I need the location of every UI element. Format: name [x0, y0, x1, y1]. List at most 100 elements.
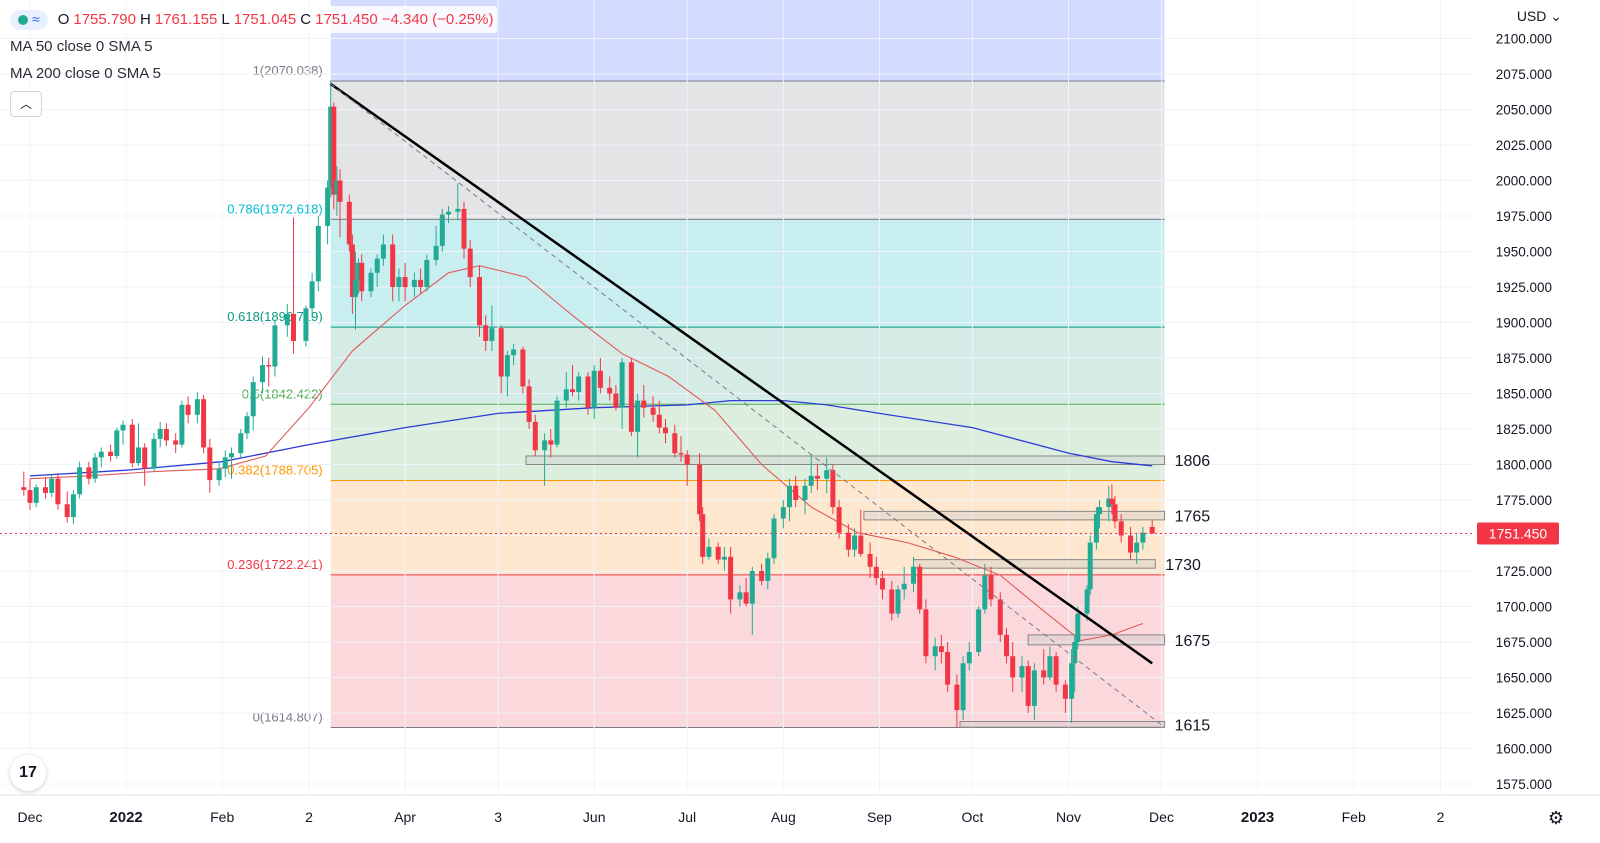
- candle: [92, 453, 98, 483]
- candle: [697, 453, 703, 522]
- candle: [824, 457, 830, 493]
- symbol-status-pill[interactable]: ≈: [10, 9, 48, 30]
- candle-body: [678, 453, 684, 455]
- zone-label: 1675: [1175, 633, 1211, 650]
- candle-body: [923, 609, 929, 657]
- candle: [650, 396, 656, 422]
- candle-body: [325, 187, 331, 226]
- candle-body: [194, 399, 200, 415]
- candle-body: [142, 447, 148, 469]
- candle-body: [331, 106, 337, 195]
- candle: [331, 102, 337, 209]
- candle-body: [328, 106, 334, 188]
- high-label: H: [139, 11, 151, 28]
- candle-body: [663, 427, 668, 434]
- candle: [1019, 656, 1025, 692]
- candle-body: [911, 566, 916, 584]
- candle-body: [504, 355, 510, 377]
- candle: [108, 444, 114, 462]
- candle: [136, 423, 141, 466]
- last-price-label: 1751.450: [1489, 525, 1548, 541]
- zone-box: [525, 455, 1166, 466]
- candle-body: [1031, 670, 1037, 706]
- x-tick-label: Nov: [1056, 809, 1081, 825]
- candle-body: [1069, 663, 1075, 699]
- candle-body: [86, 467, 92, 479]
- fib-band: [330, 327, 1165, 405]
- candle: [932, 637, 938, 671]
- candle: [201, 394, 207, 454]
- candle: [402, 262, 408, 302]
- candle-body: [684, 454, 690, 465]
- candle-body: [1084, 589, 1090, 614]
- candle-body: [1128, 535, 1133, 553]
- candle: [880, 571, 885, 600]
- candle: [266, 358, 272, 387]
- candle-body: [585, 376, 591, 408]
- ma200-legend[interactable]: MA 200 close 0 SMA 5: [10, 65, 161, 82]
- candle-body: [1062, 684, 1068, 699]
- candle-body: [628, 362, 634, 432]
- candle: [424, 254, 430, 292]
- candle: [542, 433, 548, 486]
- y-tick-label: 2100.000: [1496, 32, 1552, 47]
- candle-body: [1047, 656, 1053, 678]
- candle: [114, 427, 120, 459]
- candle: [27, 478, 33, 510]
- candle: [349, 234, 355, 314]
- candle: [966, 642, 972, 671]
- candle-body: [1112, 504, 1118, 522]
- candle: [641, 384, 647, 418]
- collapse-legend-button[interactable]: ︿: [10, 91, 42, 117]
- low-label: L: [221, 11, 230, 28]
- candle: [309, 272, 315, 319]
- candle-body: [216, 468, 222, 481]
- candle-body: [650, 407, 656, 415]
- candle: [1134, 532, 1140, 564]
- gear-icon[interactable]: ⚙: [1547, 808, 1564, 828]
- ma50-legend[interactable]: MA 50 close 0 SMA 5: [10, 38, 153, 55]
- candle-body: [433, 245, 439, 261]
- candle: [368, 268, 374, 297]
- candle-body: [129, 424, 135, 464]
- candle: [715, 542, 721, 564]
- candle-body: [439, 214, 445, 246]
- fib-band: [330, 404, 1165, 481]
- candle: [1010, 642, 1016, 692]
- candle: [1149, 519, 1155, 535]
- candle-body: [873, 566, 879, 579]
- chart-legend: ≈ O 1755.790 H 1761.155 L 1751.045 C 1751.45…: [10, 6, 498, 117]
- candle: [576, 372, 582, 401]
- candle: [728, 546, 734, 614]
- ma200-line: [29, 399, 1153, 477]
- candle-body: [1140, 532, 1146, 543]
- candle: [353, 251, 358, 330]
- candle: [988, 566, 994, 607]
- candle-body: [380, 244, 386, 259]
- tradingview-logo-icon[interactable]: 17: [10, 755, 46, 791]
- candle: [672, 424, 678, 458]
- candle: [901, 566, 907, 600]
- candle-body: [27, 490, 33, 503]
- candle-body: [858, 535, 864, 554]
- candle: [765, 552, 771, 590]
- candle: [1109, 484, 1115, 515]
- candle-body: [229, 453, 234, 458]
- candle: [157, 421, 163, 448]
- candle: [173, 433, 179, 454]
- candle: [291, 217, 296, 354]
- trendlines: [0, 82, 1472, 728]
- candle-body: [938, 646, 944, 652]
- candle-body: [635, 400, 641, 432]
- y-tick-label: 2050.000: [1496, 103, 1552, 118]
- candle: [563, 372, 569, 408]
- currency-selector[interactable]: USD ⌄: [1517, 8, 1562, 25]
- x-tick-label: Feb: [1342, 809, 1366, 825]
- y-tick-label: 1825.000: [1496, 422, 1552, 437]
- candle: [461, 201, 467, 259]
- candle: [1075, 606, 1081, 650]
- ohlc-values: O 1755.790 H 1761.155 L 1751.045 C 1751.450 …: [53, 6, 498, 33]
- candle: [207, 438, 213, 493]
- candle-body: [272, 325, 278, 367]
